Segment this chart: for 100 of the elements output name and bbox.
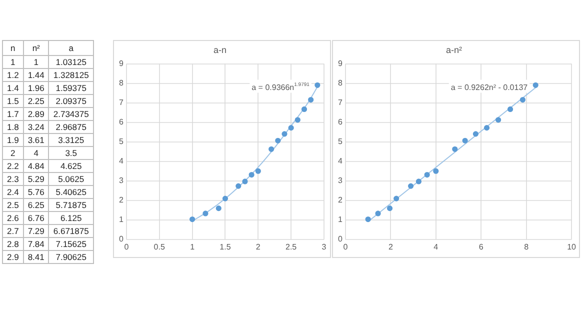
text: 2.6 xyxy=(7,213,19,223)
x-tick-label: 1.5 xyxy=(220,242,232,252)
text: 2.89 xyxy=(28,109,44,119)
chart-title: a-n xyxy=(213,44,227,55)
text: 2.5 xyxy=(7,200,19,210)
text: 7.29 xyxy=(28,226,44,236)
y-tick-label: 0 xyxy=(338,234,343,244)
x-tick-label: 2 xyxy=(256,242,261,252)
text: 3.61 xyxy=(28,135,44,145)
text: 5.71875 xyxy=(56,200,86,210)
point xyxy=(386,206,393,212)
point xyxy=(222,196,228,202)
category-label: n xyxy=(2,40,24,56)
x-tick-label: 0.5 xyxy=(154,242,166,252)
point xyxy=(472,131,478,137)
point xyxy=(394,196,400,202)
y-tick-label: 3 xyxy=(338,176,343,186)
text: 1.2 xyxy=(7,70,19,80)
point xyxy=(452,146,458,152)
point xyxy=(308,96,314,103)
y-tick-label: 0 xyxy=(118,234,124,244)
point xyxy=(202,210,208,216)
y-tick-label: 5 xyxy=(118,137,124,146)
text: 1.44 xyxy=(28,70,44,80)
point xyxy=(294,117,300,123)
chart-title: a-n² xyxy=(446,44,462,55)
y-tick-label: 9 xyxy=(118,59,124,68)
text: 4.84 xyxy=(28,161,44,171)
y-tick-label: 7 xyxy=(338,98,343,108)
point xyxy=(190,216,196,222)
text: 2.9 xyxy=(7,252,19,262)
text: 1.9 xyxy=(7,135,19,145)
y-tick-label: 5 xyxy=(338,137,343,146)
text: 6.125 xyxy=(60,213,82,223)
point xyxy=(532,82,538,88)
text: 1.4 xyxy=(7,83,19,93)
y-tick-label: 1 xyxy=(338,215,343,224)
point xyxy=(408,183,414,189)
x-tick-label: 4 xyxy=(434,242,439,252)
text: 5.40625 xyxy=(56,187,86,197)
x-tick-label: 1 xyxy=(190,242,196,252)
text: 1.59375 xyxy=(56,83,86,93)
text: 7.15625 xyxy=(56,239,86,249)
point xyxy=(314,82,320,88)
annotation: a = 0.9262n² - 0.0137 xyxy=(450,82,528,92)
text: 2 xyxy=(10,148,16,158)
point xyxy=(282,131,288,137)
x-tick-label: 2.5 xyxy=(286,242,298,252)
text: 1.7 xyxy=(7,109,19,119)
text: 2.8 xyxy=(7,239,19,249)
x-tick-label: 2 xyxy=(388,242,394,252)
point xyxy=(433,168,439,174)
text: 1.328125 xyxy=(53,70,89,80)
point xyxy=(520,96,526,103)
point xyxy=(301,106,308,112)
text: 1 xyxy=(10,57,16,67)
text: 2.3 xyxy=(7,174,19,184)
text: 6.76 xyxy=(28,213,44,223)
category-label: a xyxy=(48,40,94,56)
y-tick-label: 4 xyxy=(118,156,124,166)
y-tick-label: 3 xyxy=(118,176,124,186)
point xyxy=(288,125,294,131)
text: 7.84 xyxy=(28,239,44,249)
x-tick-label: 3 xyxy=(322,242,327,252)
point xyxy=(416,178,422,184)
text: 4 xyxy=(34,148,38,158)
text: 2.4 xyxy=(7,187,19,197)
text: 1.03125 xyxy=(56,57,86,67)
text: 8.41 xyxy=(28,252,44,262)
point xyxy=(248,172,254,178)
text: 1 xyxy=(34,57,38,67)
text: 4.625 xyxy=(60,161,82,171)
y-tick-label: 2 xyxy=(118,196,124,205)
text: 1.96 xyxy=(28,83,44,93)
x-tick-label: 6 xyxy=(478,242,484,252)
point xyxy=(275,138,281,144)
point xyxy=(236,183,242,189)
y-tick-label: 7 xyxy=(118,98,124,108)
x-tick-label: 10 xyxy=(567,242,577,252)
text: 3.3125 xyxy=(58,135,84,145)
point xyxy=(495,117,502,123)
text: 2.09375 xyxy=(56,96,86,106)
point xyxy=(216,206,222,212)
y-tick-label: 1 xyxy=(118,215,124,224)
text: 3.24 xyxy=(28,122,44,132)
text: 5.29 xyxy=(28,174,44,184)
text: 6.25 xyxy=(28,200,44,210)
y-tick-label: 4 xyxy=(338,156,343,166)
y-tick-label: 6 xyxy=(338,118,343,127)
text: 2.2 xyxy=(7,161,19,171)
point xyxy=(365,216,371,222)
point xyxy=(268,146,274,152)
x-tick-label: 8 xyxy=(524,242,530,252)
y-tick-label: 2 xyxy=(338,196,343,205)
y-tick-label: 8 xyxy=(338,78,343,88)
point xyxy=(424,172,430,178)
text: 7.90625 xyxy=(56,252,86,262)
text: 1.8 xyxy=(7,122,19,132)
text: 2.96875 xyxy=(56,122,86,132)
point xyxy=(462,138,468,144)
